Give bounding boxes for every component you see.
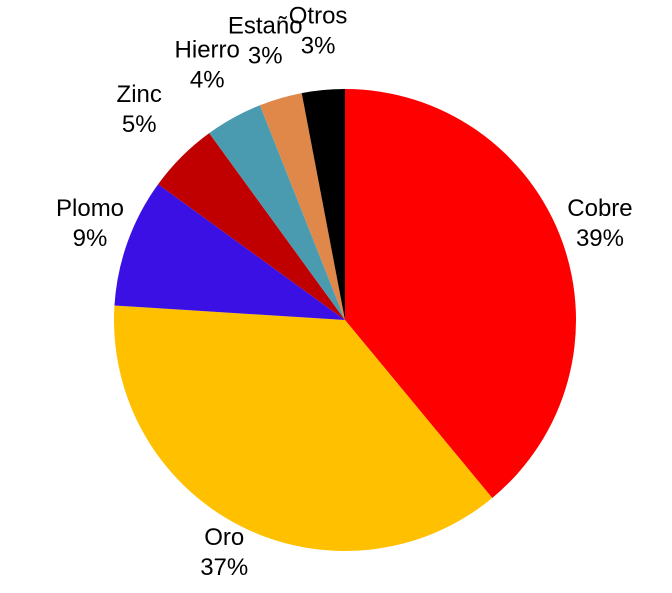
slice-name: Zinc bbox=[117, 81, 162, 108]
slice-label: Oro 37% bbox=[200, 524, 248, 581]
slice-percent: 39% bbox=[576, 225, 624, 252]
slice-percent: 9% bbox=[73, 225, 108, 252]
slice-label: Otros 3% bbox=[289, 2, 348, 59]
slice-label: Cobre 39% bbox=[567, 195, 632, 252]
slice-label: Estaño 3% bbox=[228, 12, 303, 69]
slice-name: Hierro bbox=[175, 36, 240, 63]
pie-slice bbox=[301, 89, 345, 320]
slice-percent: 37% bbox=[200, 554, 248, 581]
pie-slice bbox=[209, 105, 345, 320]
slice-label: Hierro 4% bbox=[175, 36, 240, 93]
pie-slice bbox=[113, 305, 493, 551]
pie-slice bbox=[259, 93, 345, 320]
slice-label: Zinc 5% bbox=[117, 81, 162, 138]
slice-percent: 3% bbox=[248, 42, 283, 69]
slice-percent: 4% bbox=[190, 66, 225, 93]
slice-percent: 3% bbox=[301, 32, 336, 59]
slice-percent: 5% bbox=[122, 111, 157, 138]
slice-name: Plomo bbox=[56, 195, 124, 222]
slice-name: Cobre bbox=[567, 195, 632, 222]
slice-label: Plomo 9% bbox=[56, 195, 124, 252]
pie-slice bbox=[114, 184, 345, 320]
slice-name: Estaño bbox=[228, 12, 303, 39]
pie-slice bbox=[345, 89, 576, 498]
pie-slice bbox=[158, 133, 345, 320]
slice-name: Otros bbox=[289, 2, 348, 29]
slice-name: Oro bbox=[204, 524, 244, 551]
